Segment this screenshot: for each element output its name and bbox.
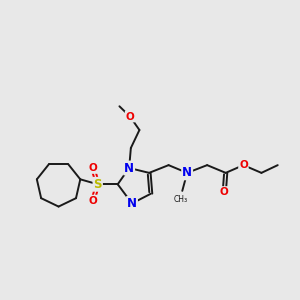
Text: CH₃: CH₃ bbox=[174, 195, 188, 204]
Text: O: O bbox=[88, 196, 97, 206]
Text: N: N bbox=[182, 167, 192, 179]
Text: O: O bbox=[88, 163, 97, 173]
Text: S: S bbox=[94, 178, 102, 191]
Text: O: O bbox=[126, 112, 134, 122]
Text: N: N bbox=[127, 197, 137, 210]
Text: O: O bbox=[220, 187, 229, 197]
Text: O: O bbox=[239, 160, 248, 170]
Text: N: N bbox=[124, 161, 134, 175]
